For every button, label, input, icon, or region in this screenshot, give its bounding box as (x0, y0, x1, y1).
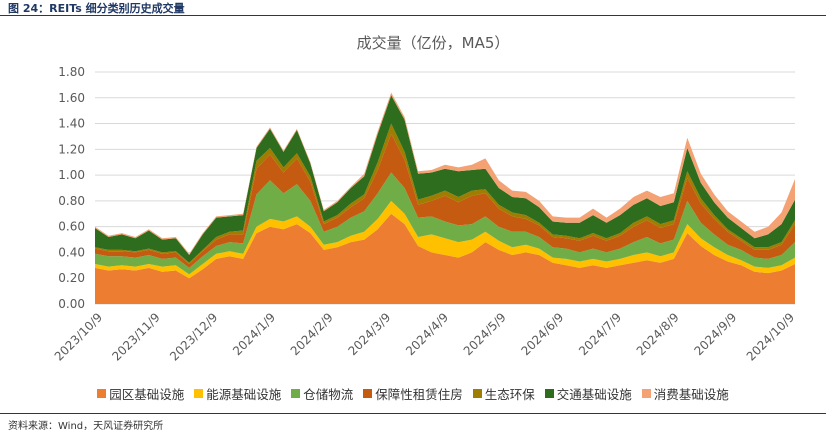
x-tick-label: 2023/10/9 (52, 310, 105, 363)
x-tick-label: 2024/1/9 (230, 310, 278, 358)
area-交通基础设施 (95, 95, 795, 263)
legend-label: 生态环保 (484, 387, 535, 402)
top-rule (0, 15, 826, 16)
area-保障性租赁住房 (95, 133, 795, 268)
x-tick-label: 2023/12/9 (167, 310, 220, 363)
x-tick-label: 2024/2/9 (288, 310, 336, 358)
legend-label: 保障性租赁住房 (375, 387, 463, 402)
area-园区基础设施 (95, 213, 795, 304)
x-tick-label: 2024/9/9 (691, 310, 739, 358)
area-能源基础设施 (95, 200, 795, 279)
x-tick-label: 2024/5/9 (461, 310, 509, 358)
legend-item: 仓储物流 (291, 384, 353, 403)
y-tick-label: 0.40 (58, 245, 85, 259)
legend-label: 园区基础设施 (109, 387, 185, 402)
y-axis-ticks: 0.00 0.20 0.40 0.60 0.80 1.00 1.20 1.40 1.60 1.80 (58, 65, 85, 311)
y-tick-label: 0.80 (58, 194, 85, 208)
figure-title: 图 24：REITs 细分类别历史成交量 (8, 2, 185, 15)
area-仓储物流 (95, 172, 795, 275)
y-tick-label: 1.20 (58, 142, 85, 156)
x-tick-label: 2024/6/9 (518, 310, 566, 358)
x-tick-label: 2023/11/9 (109, 310, 162, 363)
legend-swatch (472, 389, 482, 398)
legend-swatch (291, 389, 301, 398)
x-tick-label: 2024/7/9 (576, 310, 624, 358)
area-series (95, 92, 795, 304)
legend-swatch (544, 389, 554, 398)
legend-item: 保障性租赁住房 (363, 384, 463, 403)
chart-title: 成交量（亿份，MA5） (357, 34, 510, 52)
y-tick-label: 0.60 (58, 220, 85, 234)
y-tick-label: 1.60 (58, 91, 85, 105)
legend: 园区基础设施 能源基础设施 仓储物流 保障性租赁住房 生态环保 交通基础设施 消费基础设施 (0, 384, 826, 403)
x-tick-label: 2024/10/9 (744, 310, 797, 363)
legend-swatch (641, 389, 651, 398)
y-tick-label: 1.00 (58, 168, 85, 182)
legend-swatch (97, 389, 107, 398)
x-tick-label: 2024/4/9 (403, 310, 451, 358)
x-tick-label: 2024/8/9 (634, 310, 682, 358)
legend-label: 交通基础设施 (556, 387, 632, 402)
y-tick-label: 1.80 (58, 65, 85, 79)
volume-stacked-area-chart: 成交量（亿份，MA5） 0.00 0.20 0.40 0.60 0.80 1.00 1.20… (52, 34, 797, 364)
legend-swatch (363, 389, 373, 398)
y-tick-label: 0.00 (58, 297, 85, 311)
legend-item: 消费基础设施 (641, 384, 729, 403)
legend-item: 园区基础设施 (97, 384, 184, 403)
area-消费基础设施 (95, 92, 795, 255)
legend-label: 能源基础设施 (206, 387, 282, 402)
source-note: 资料来源：Wind，天风证券研究所 (8, 421, 164, 432)
legend-label: 消费基础设施 (653, 387, 729, 402)
y-tick-label: 0.20 (58, 271, 85, 285)
legend-item: 交通基础设施 (544, 384, 632, 403)
y-tick-label: 1.40 (58, 117, 85, 131)
legend-item: 能源基础设施 (194, 384, 281, 403)
legend-swatch (194, 389, 204, 398)
legend-item: 生态环保 (472, 384, 535, 403)
x-tick-label: 2024/3/9 (345, 310, 393, 358)
bottom-rule (0, 413, 826, 414)
legend-label: 仓储物流 (303, 387, 354, 402)
x-axis-ticks: 2023/10/9 2023/11/9 2023/12/9 2024/1/9 2024/… (52, 310, 797, 363)
area-生态环保 (95, 123, 795, 264)
